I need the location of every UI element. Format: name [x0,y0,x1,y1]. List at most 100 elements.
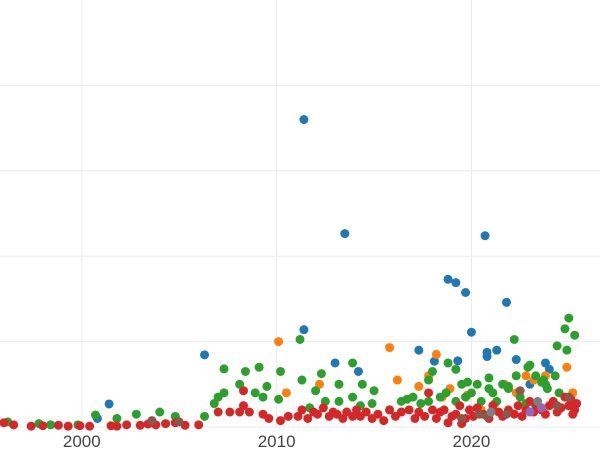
data-point-s2-6 [131,409,141,419]
data-point-s3-53 [424,388,434,398]
data-point-s0-7 [353,366,363,376]
data-point-s3-11 [135,420,145,430]
x-tick-label-2: 2020 [453,432,491,450]
data-point-s0-2 [200,350,210,360]
x-tick-label-1: 2010 [258,432,296,450]
data-point-s3-5 [63,421,73,431]
data-point-s5-6 [515,386,525,396]
data-point-s5-1 [174,417,184,427]
data-point-s3-49 [404,405,414,415]
data-point-s0-1 [104,399,114,409]
data-point-s3-21 [239,401,249,411]
data-point-s2-5 [112,413,122,423]
data-point-s5-0 [147,416,157,426]
data-point-s3-17 [194,420,204,430]
data-point-s3-18 [213,407,223,417]
data-point-s3-25 [264,413,274,423]
data-point-s2-18 [258,392,268,402]
data-point-s5-2 [457,413,467,423]
data-point-s3-90 [572,399,582,409]
data-point-s0-9 [429,356,439,366]
data-point-s2-68 [531,371,541,381]
data-point-s2-57 [488,388,498,398]
data-point-s3-6 [75,421,85,431]
data-point-s3-1 [9,420,19,430]
data-point-s0-12 [453,356,463,366]
data-point-s2-29 [334,379,344,389]
x-axis-ticks: 2000 2010 2020 [63,432,490,450]
data-point-s3-33 [318,403,328,413]
data-point-s2-67 [525,360,535,370]
data-point-s2-52 [466,388,476,398]
data-point-s3-45 [379,416,389,426]
data-point-s0-13 [461,287,471,297]
data-point-s3-77 [525,396,535,406]
data-point-s3-74 [513,401,523,411]
data-point-s2-26 [316,369,326,379]
data-point-s0-14 [466,327,476,337]
data-point-s2-2 [46,420,56,430]
data-point-s3-29 [297,405,307,415]
data-point-s3-22 [239,386,249,396]
data-point-s2-53 [472,379,482,389]
data-point-s1-0 [274,337,284,347]
data-point-s3-2 [26,421,36,431]
data-point-s2-33 [357,379,367,389]
data-point-s2-23 [297,375,307,385]
data-points [0,115,582,431]
data-point-s2-74 [552,341,562,351]
x-tick-label-0: 2000 [63,432,101,450]
data-point-s3-52 [420,411,430,421]
data-point-s2-62 [509,334,519,344]
data-point-s2-42 [424,375,434,385]
data-point-s3-32 [313,409,323,419]
data-point-s5-7 [552,401,562,411]
data-point-s2-41 [424,396,434,406]
data-point-s2-64 [515,392,525,402]
data-point-s4-0 [525,407,535,417]
data-point-s3-7 [85,421,95,431]
data-point-s1-1 [281,388,291,398]
data-point-s2-77 [562,345,572,355]
data-point-s1-5 [414,381,424,391]
data-point-s2-61 [503,381,513,391]
data-point-s2-22 [295,334,305,344]
data-point-s3-26 [276,416,286,426]
data-point-s3-46 [385,405,395,415]
data-point-s2-16 [250,388,260,398]
data-point-s2-9 [200,411,210,421]
data-point-s0-4 [299,115,309,125]
data-point-s2-28 [334,396,344,406]
data-point-s2-7 [155,407,165,417]
data-point-s2-72 [542,384,552,394]
data-point-s1-7 [431,349,441,359]
data-point-s2-13 [219,388,229,398]
data-point-s3-57 [439,405,449,415]
data-point-s6-1 [533,396,543,406]
data-point-s2-19 [262,381,272,391]
data-point-s2-15 [240,366,250,376]
data-point-s2-4 [90,410,100,420]
data-point-s0-15 [480,231,490,241]
data-point-s1-3 [385,343,395,353]
data-point-s0-18 [492,345,502,355]
data-point-s3-30 [303,413,313,423]
data-point-s2-76 [560,324,570,334]
data-point-s3-44 [373,409,383,419]
data-point-s0-11 [451,278,461,288]
data-point-s1-19 [562,362,572,372]
data-point-s5-5 [501,409,511,419]
data-point-s3-14 [161,419,171,429]
data-point-s0-8 [414,345,424,355]
data-point-s3-73 [509,409,519,419]
data-point-s5-8 [564,392,574,402]
data-point-s3-42 [361,407,371,417]
data-point-s0-17 [482,352,492,362]
data-point-s2-63 [511,371,521,381]
data-point-s2-51 [463,377,473,387]
data-point-s3-3 [38,421,48,431]
data-point-s0-10 [443,274,453,284]
data-point-s3-54 [427,405,437,415]
data-point-s2-55 [484,373,494,383]
